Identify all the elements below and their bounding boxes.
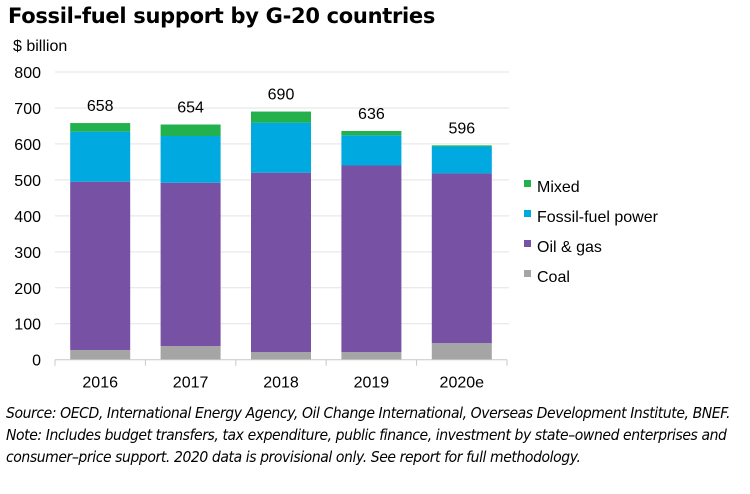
y-tick-label: 100 — [14, 317, 41, 334]
y-tick-label: 0 — [32, 353, 41, 370]
bar-segment-coal-2020e — [431, 343, 492, 360]
bar-segment-oil-gas-2018 — [251, 172, 311, 353]
bar-segment-fossil-fuel-power-2020e — [431, 146, 492, 174]
legend: Mixed Fossil-fuel power Oil & gas Coal — [524, 179, 659, 286]
y-tick-label: 800 — [14, 65, 41, 82]
bar-segment-mixed-2019 — [341, 130, 402, 136]
legend-label: Mixed — [537, 179, 580, 196]
x-tick-label: 2020e — [440, 375, 485, 392]
legend-item: Oil & gas — [524, 239, 602, 256]
bars — [70, 111, 492, 360]
y-tick-label: 600 — [14, 137, 41, 154]
bar-segment-fossil-fuel-power-2019 — [341, 135, 402, 166]
bar-segment-mixed-2020e — [431, 145, 492, 147]
y-tick-label: 700 — [14, 101, 41, 118]
x-axis: 2016 2017 2018 2019 2020e — [54, 359, 508, 392]
y-tick-label: 300 — [14, 245, 41, 262]
y-tick-label: 400 — [14, 209, 41, 226]
total-label: 654 — [177, 100, 204, 117]
bar-segment-fossil-fuel-power-2018 — [251, 122, 311, 173]
x-tick-label: 2017 — [173, 375, 209, 392]
y-tick-label: 500 — [14, 173, 41, 190]
bar-segment-fossil-fuel-power-2017 — [160, 136, 221, 183]
bar-segment-oil-gas-2020e — [431, 173, 492, 344]
legend-item: Coal — [524, 269, 570, 286]
bar-segment-mixed-2018 — [251, 111, 311, 123]
legend-swatch — [524, 180, 531, 187]
source-footnote: Source: OECD, International Energy Agenc… — [6, 404, 731, 466]
legend-swatch — [524, 270, 531, 277]
x-tick-label: 2019 — [354, 375, 390, 392]
bar-segment-mixed-2016 — [70, 123, 131, 132]
total-label: 596 — [448, 120, 475, 137]
bar-segment-coal-2019 — [341, 352, 402, 360]
bar-segment-oil-gas-2017 — [160, 182, 221, 347]
legend-item: Mixed — [524, 179, 580, 196]
y-axis-ticks: 0 100 200 300 400 500 600 700 800 — [14, 65, 41, 370]
bar-segment-oil-gas-2019 — [341, 165, 402, 353]
stacked-bar-chart: 0 100 200 300 400 500 600 700 800 658 654 690 636 59… — [14, 65, 659, 392]
legend-label: Oil & gas — [537, 239, 602, 256]
total-label: 690 — [268, 87, 295, 104]
bar-segment-coal-2017 — [160, 346, 221, 360]
legend-label: Fossil-fuel power — [537, 209, 659, 226]
total-labels: 658 654 690 636 596 — [87, 87, 475, 138]
bar-segment-fossil-fuel-power-2016 — [70, 131, 131, 182]
total-label: 636 — [358, 106, 385, 123]
legend-label: Coal — [537, 269, 570, 286]
bar-segment-mixed-2017 — [160, 124, 221, 137]
bar-segment-coal-2016 — [70, 349, 131, 360]
x-tick-label: 2016 — [82, 375, 118, 392]
y-tick-label: 200 — [14, 281, 41, 298]
chart-title: Fossil-fuel support by G-20 countries — [8, 4, 436, 28]
legend-item: Fossil-fuel power — [524, 209, 659, 226]
legend-swatch — [524, 240, 531, 247]
y-axis-unit-label: $ billion — [13, 38, 68, 55]
bar-segment-oil-gas-2016 — [70, 181, 131, 350]
bar-segment-coal-2018 — [251, 352, 311, 360]
legend-swatch — [524, 210, 531, 217]
x-tick-label: 2018 — [263, 375, 299, 392]
total-label: 658 — [87, 98, 114, 115]
